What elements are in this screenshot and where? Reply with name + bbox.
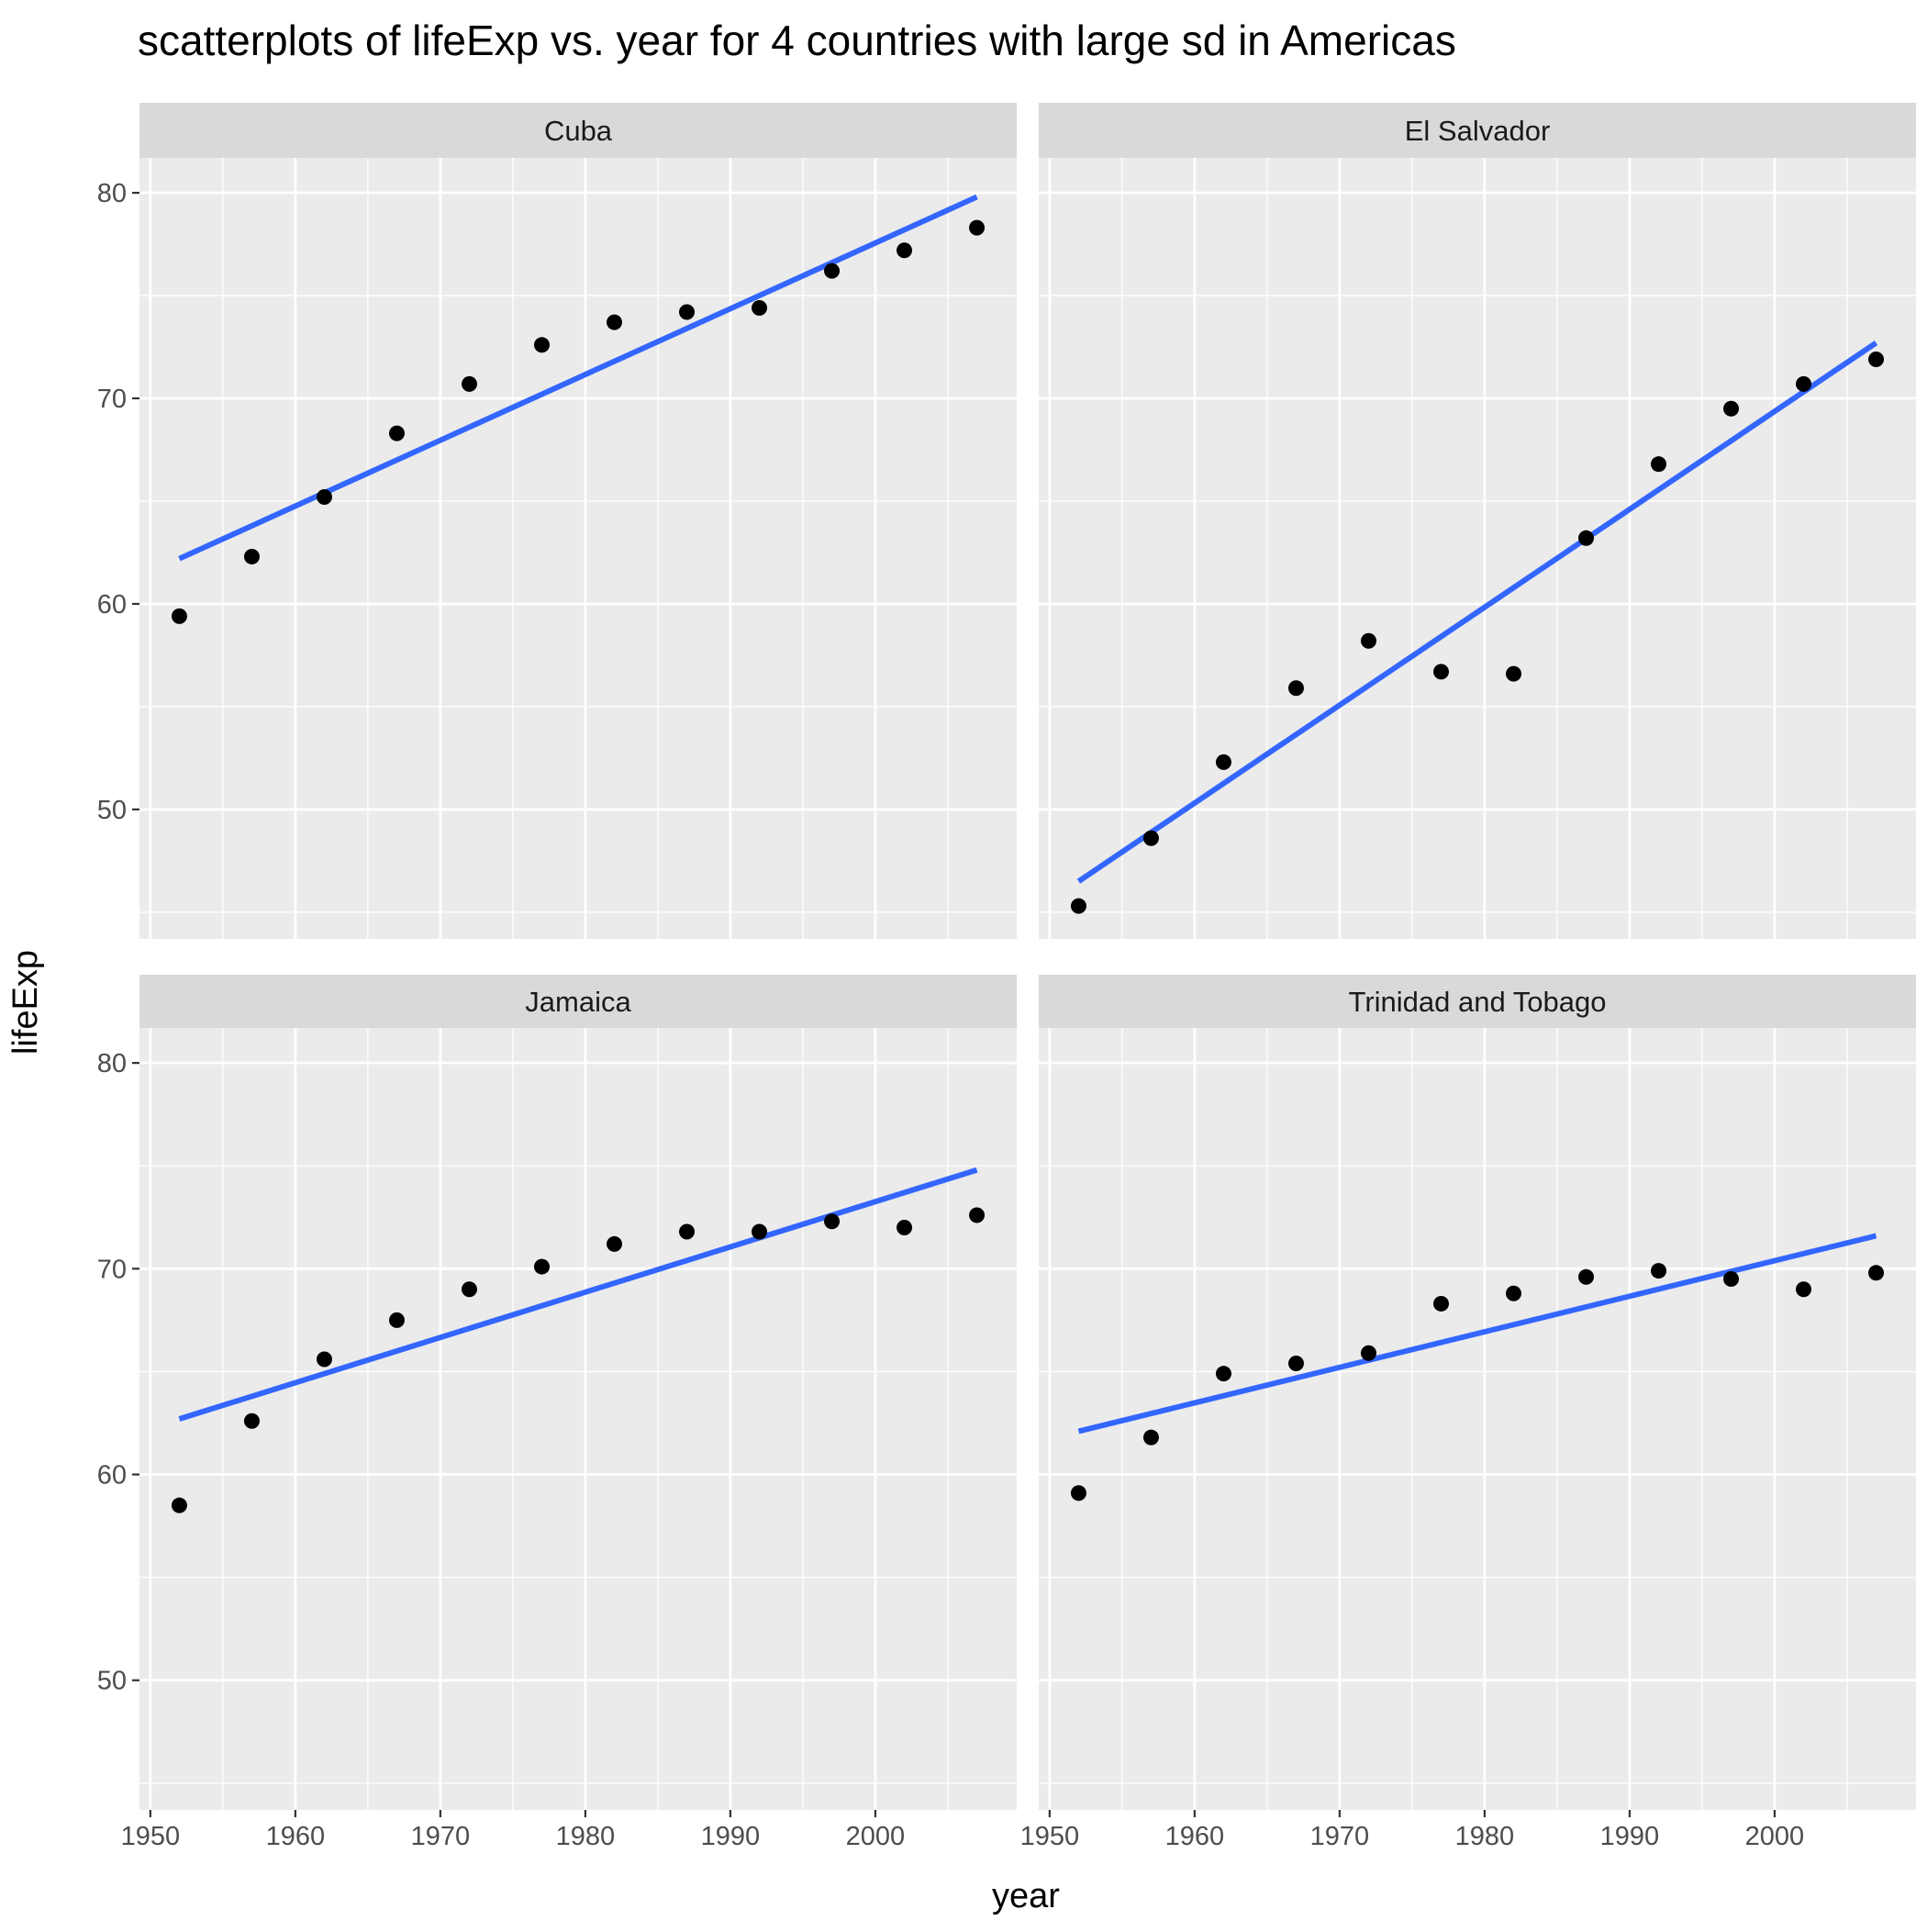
data-point: [1868, 351, 1885, 367]
panel-background: [139, 158, 1017, 939]
data-point: [388, 1312, 405, 1328]
y-tick-label: 80: [97, 179, 127, 208]
data-point: [752, 1223, 768, 1240]
x-tick-label: 1970: [1310, 1822, 1370, 1851]
data-point: [1432, 1295, 1449, 1312]
data-point: [1360, 1345, 1376, 1361]
data-point: [243, 548, 260, 564]
facet-strip-label: Jamaica: [525, 986, 631, 1018]
data-point: [1506, 1285, 1522, 1301]
data-point: [1868, 1265, 1885, 1281]
y-tick-label: 70: [97, 385, 127, 414]
data-point: [1287, 1355, 1304, 1371]
fit-line: [178, 194, 978, 562]
facet-strip-label: El Salvador: [1405, 115, 1551, 147]
x-tick-label: 1960: [266, 1822, 326, 1851]
y-tick-label: 60: [97, 590, 127, 620]
y-tick-label: 60: [97, 1461, 127, 1491]
facet-strip: [1039, 103, 1916, 158]
facet-panel-3: Trinidad and Tobago 1950 1960 1970 1980 1990 2…: [1020, 975, 1916, 1851]
x-axis-title: year: [992, 1877, 1060, 1915]
data-point: [1796, 375, 1812, 392]
data-point: [1215, 1366, 1231, 1382]
data-point: [533, 337, 550, 353]
facet-strip: [1039, 975, 1916, 1028]
facet-panel-2: Jamaica 50 60 70 80 1950 1960 1970 1980 1990 2000: [97, 975, 1017, 1851]
data-point: [1723, 400, 1740, 417]
data-point: [1651, 1263, 1667, 1279]
data-point: [316, 489, 332, 506]
data-point: [1070, 898, 1086, 914]
panel-background: [139, 1028, 1017, 1810]
data-point: [171, 1497, 187, 1513]
data-point: [824, 262, 841, 279]
data-point: [752, 299, 768, 316]
data-point: [461, 375, 477, 392]
facet-panel-1: El Salvador: [1039, 103, 1916, 939]
panel-background: [1039, 1028, 1916, 1810]
x-tick-label: 1960: [1165, 1822, 1225, 1851]
data-point: [607, 314, 623, 330]
data-point: [1360, 632, 1376, 649]
data-point: [1287, 680, 1304, 697]
x-tick-label: 1990: [701, 1822, 761, 1851]
data-point: [461, 1281, 477, 1298]
y-tick-label: 80: [97, 1049, 127, 1078]
data-point: [316, 1351, 332, 1368]
x-tick-label: 1970: [411, 1822, 471, 1851]
data-point: [1215, 754, 1231, 770]
facet-strip-label: Cuba: [544, 115, 613, 147]
data-point: [679, 1223, 696, 1240]
facet-strip: [139, 975, 1017, 1028]
data-point: [969, 1207, 986, 1223]
data-point: [1651, 456, 1667, 473]
data-point: [1578, 530, 1595, 546]
data-point: [388, 425, 405, 441]
data-point: [243, 1413, 260, 1429]
data-point: [1142, 830, 1159, 846]
facet-panel-0: Cuba 50 60 70 80: [97, 103, 1017, 939]
y-tick-label: 70: [97, 1255, 127, 1284]
x-tick-label: 1950: [121, 1822, 181, 1851]
data-point: [969, 219, 986, 236]
chart-title: scatterplots of lifeExp vs. year for 4 c…: [138, 17, 1456, 64]
data-point: [1070, 1485, 1086, 1502]
facet-strip-label: Trinidad and Tobago: [1349, 986, 1607, 1018]
y-axis-title: lifeExp: [6, 950, 45, 1055]
data-point: [1723, 1271, 1740, 1288]
fit-line: [1076, 341, 1878, 884]
x-tick-label: 1980: [556, 1822, 616, 1851]
x-tick-label: 1990: [1600, 1822, 1660, 1851]
data-point: [1432, 664, 1449, 680]
y-tick-label: 50: [97, 796, 127, 825]
data-point: [1506, 665, 1522, 682]
data-point: [1142, 1429, 1159, 1446]
y-tick-label: 50: [97, 1667, 127, 1696]
x-tick-label: 1950: [1020, 1822, 1080, 1851]
data-point: [824, 1213, 841, 1230]
data-point: [533, 1258, 550, 1275]
x-tick-label: 2000: [846, 1822, 906, 1851]
data-point: [679, 304, 696, 320]
facet-panels: Cuba 50 60 70 80 El Salvador Jamaica 50 60 70 80 19…: [97, 103, 1916, 1851]
fit-line: [1077, 1233, 1877, 1435]
data-point: [171, 608, 187, 624]
facet-strip: [139, 103, 1017, 158]
data-point: [1796, 1281, 1812, 1298]
data-point: [1578, 1268, 1595, 1285]
data-point: [897, 242, 913, 259]
x-tick-label: 2000: [1745, 1822, 1805, 1851]
fit-line: [178, 1167, 978, 1422]
data-point: [897, 1219, 913, 1235]
data-point: [607, 1235, 623, 1252]
x-tick-label: 1980: [1455, 1822, 1515, 1851]
